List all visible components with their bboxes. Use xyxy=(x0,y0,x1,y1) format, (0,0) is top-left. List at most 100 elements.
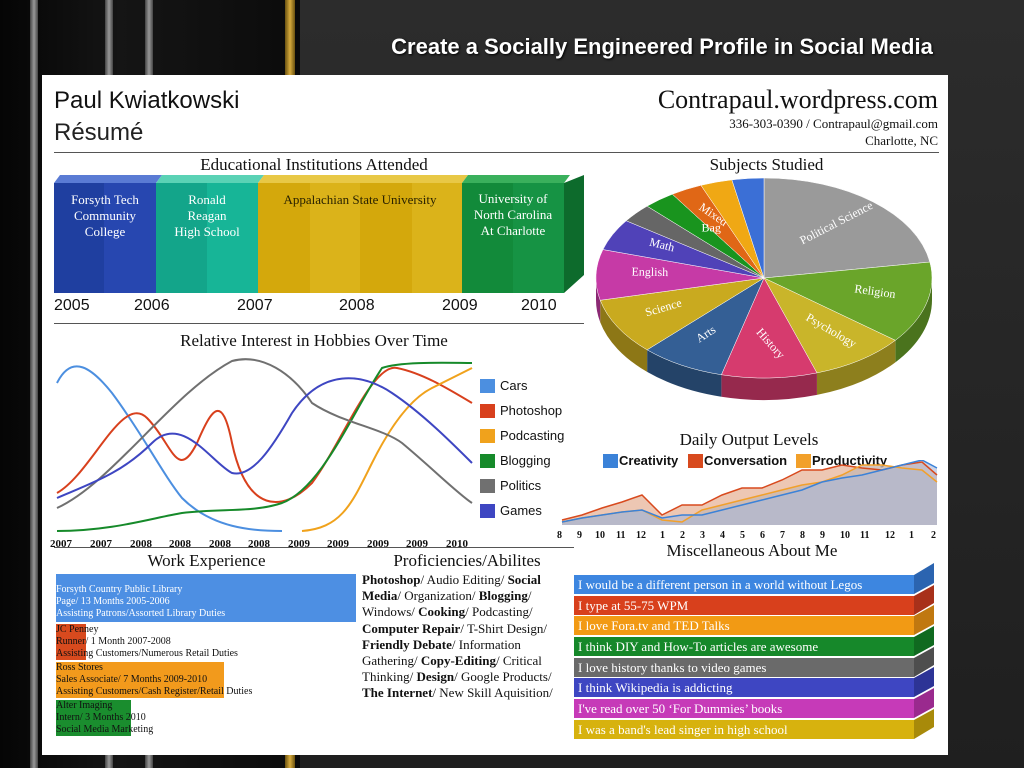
proficiencies-text: Photoshop/ Audio Editing/ Social Media/ … xyxy=(362,572,553,701)
output-hour: 8 xyxy=(557,530,562,541)
edu-bar-reagan-shade xyxy=(207,183,258,293)
hobby-x-label: 2009 xyxy=(406,538,428,550)
output-hour: 2 xyxy=(680,530,685,541)
edu-bar-uncc-shade xyxy=(513,183,564,293)
edu-year: 2010 xyxy=(521,297,557,314)
contact-location: Charlotte, NC xyxy=(865,133,938,148)
misc-item: I think Wikipedia is addicting xyxy=(574,678,914,697)
output-hour: 1 xyxy=(909,530,914,541)
output-area-creativity xyxy=(562,460,937,525)
legend-swatch-cars xyxy=(480,379,495,393)
output-hour: 9 xyxy=(820,530,825,541)
pie-slice-side xyxy=(721,372,817,400)
work-list: Forsyth Country Public Library Page/ 13 M… xyxy=(54,572,359,737)
legend-label-photoshop: Photoshop xyxy=(500,403,563,418)
output-hour: 3 xyxy=(700,530,705,541)
resume-sheet: Paul Kwiatkowski Résumé Contrapaul.wordp… xyxy=(42,75,948,755)
decor-pole xyxy=(30,0,38,768)
hobby-x-label: 2010 xyxy=(446,538,468,550)
pie-slice-side xyxy=(600,300,648,372)
misc-item: I was a band's lead singer in high schoo… xyxy=(574,720,914,739)
legend-label-games: Games xyxy=(500,503,542,518)
output-hour: 6 xyxy=(760,530,765,541)
misc-title: Miscellaneous About Me xyxy=(666,541,838,560)
hobby-x-label: 2009 xyxy=(288,538,310,550)
header-divider xyxy=(594,152,939,153)
output-legend-swatch xyxy=(796,454,811,468)
output-hour: 11 xyxy=(616,530,626,541)
output-legend-swatch xyxy=(688,454,703,468)
edu-bar-top xyxy=(156,175,264,183)
hobby-x-label: 2008 xyxy=(248,538,270,550)
pie-slice xyxy=(599,277,765,351)
bottom-divider xyxy=(54,547,574,548)
header-divider xyxy=(54,152,594,153)
edu-label-forsyth: Forsyth Tech Community College xyxy=(71,192,139,239)
pie-slice-side xyxy=(816,340,896,395)
output-legend-creativity: Creativity xyxy=(619,453,679,468)
education-divider xyxy=(54,323,584,324)
hobby-x-label: 2008 xyxy=(169,538,191,550)
legend-swatch-blogging xyxy=(480,454,495,468)
edu-bar-top xyxy=(462,175,570,183)
proficiencies-title: Proficiencies/Abilites xyxy=(393,551,541,570)
work-bar-alter xyxy=(56,700,131,736)
resume-subtitle: Résumé xyxy=(54,119,144,146)
pie-slice xyxy=(763,261,933,341)
legend-label-podcasting: Podcasting xyxy=(500,428,565,443)
edu-year: 2005 xyxy=(54,297,90,314)
output-hour: 12 xyxy=(636,530,646,541)
contact-phone-email[interactable]: 336-303-0390 / Contrapaul@gmail.com xyxy=(729,116,938,131)
hobbies-chart xyxy=(56,358,473,532)
pie-slice xyxy=(731,177,765,279)
work-title: Work Experience xyxy=(147,551,266,570)
slide-title: Create a Socially Engineered Profile in … xyxy=(391,34,933,59)
output-hour: 10 xyxy=(840,530,850,541)
hobby-x-label: 2008 xyxy=(130,538,152,550)
resume-website[interactable]: Contrapaul.wordpress.com xyxy=(657,85,938,114)
work-bar-library xyxy=(56,574,356,622)
hobby-x-label: 2008 xyxy=(209,538,231,550)
edu-bar-appalachian-shade xyxy=(310,183,360,293)
hobby-line-games xyxy=(56,377,473,499)
work-item-ross: Ross Stores Sales Associate/ 7 Months 200… xyxy=(56,662,253,697)
edu-bar-top xyxy=(54,175,162,183)
hobby-line-cars xyxy=(56,365,283,532)
education-title: Educational Institutions Attended xyxy=(200,155,428,174)
hobby-x-label: 2009 xyxy=(367,538,389,550)
misc-item: I love history thanks to video games xyxy=(574,658,914,677)
work-item-jcpenney: JC Penney Runner/ 1 Month 2007-2008 Assist… xyxy=(56,624,238,659)
misc-side-shading xyxy=(914,563,934,739)
legend-swatch-photoshop xyxy=(480,404,495,418)
edu-label-appalachian: Appalachian State University xyxy=(283,192,437,207)
pie-slice-side xyxy=(895,278,932,363)
misc-item: I've read over 50 ‘For Dummies’ books xyxy=(574,699,914,718)
output-hour: 2 xyxy=(931,530,936,541)
legend-label-politics: Politics xyxy=(500,478,542,493)
pie-slice xyxy=(721,277,818,379)
output-hour: 12 xyxy=(885,530,895,541)
edu-label-reagan: Ronald Reagan High School xyxy=(174,192,240,239)
output-legend-swatch xyxy=(603,454,618,468)
output-hour: 5 xyxy=(740,530,745,541)
misc-item: I think DIY and How-To articles are awes… xyxy=(574,637,914,656)
pie-slice-label: English xyxy=(631,264,668,279)
pie-slice-label: Math xyxy=(648,235,676,255)
work-bar-ross xyxy=(56,662,224,698)
hobbies-title: Relative Interest in Hobbies Over Time xyxy=(180,331,448,350)
output-title: Daily Output Levels xyxy=(679,430,819,449)
misc-item: I type at 55-75 WPM xyxy=(574,596,914,615)
work-bar-jcpenney xyxy=(56,624,86,660)
subjects-pie: Political ScienceReligionPsychologyHisto… xyxy=(595,177,933,400)
hobby-line-podcasting xyxy=(301,367,473,532)
output-chart xyxy=(561,460,938,525)
edu-bar-forsyth-shade xyxy=(104,183,156,293)
output-line-creativity xyxy=(561,460,938,523)
output-hour: 11 xyxy=(860,530,870,541)
legend-label-blogging: Blogging xyxy=(500,453,551,468)
hobby-x-label: 2009 xyxy=(327,538,349,550)
misc-item: I love Fora.tv and TED Talks xyxy=(574,616,914,635)
pie-slice xyxy=(763,177,931,279)
work-item-alter: Alter Imaging Intern/ 3 Months 2010 Social… xyxy=(56,700,154,735)
hobby-x-label: 2007 xyxy=(90,538,112,550)
